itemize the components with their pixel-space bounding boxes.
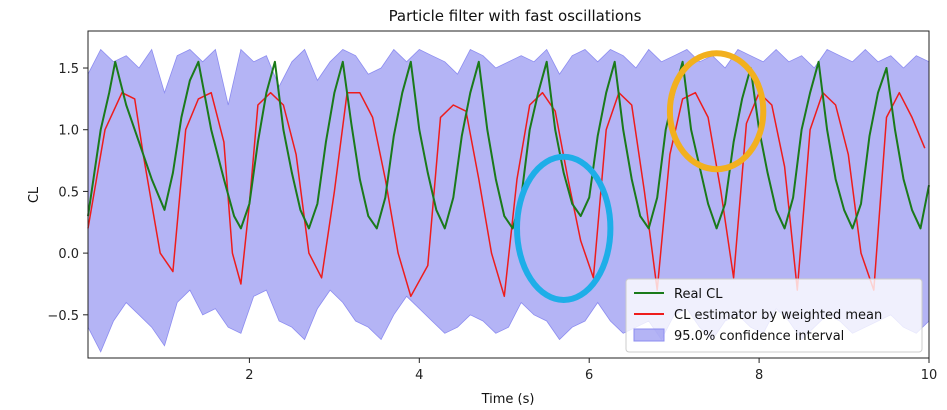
- y-tick-label: 0.0: [58, 247, 79, 262]
- x-tick-label: 4: [415, 368, 423, 383]
- legend: Real CL CL estimator by weighted mean 95.0…: [625, 278, 923, 353]
- estimator-line: [87, 91, 926, 298]
- highlight-ellipse-1: [666, 50, 767, 173]
- highlight-ellipse-2: [514, 153, 614, 303]
- chart-title: Particle filter with fast oscillations: [389, 7, 642, 25]
- y-axis-ticks: −0.5 0.0 0.5 1.0 1.5: [47, 62, 88, 324]
- y-tick-label: −0.5: [47, 309, 79, 324]
- estimator-line-layer: [87, 91, 926, 298]
- y-axis-label: CL: [27, 186, 42, 203]
- legend-label: CL estimator by weighted mean: [674, 308, 882, 323]
- legend-label: Real CL: [674, 287, 723, 302]
- x-tick-label: 8: [755, 368, 763, 383]
- x-axis-ticks: 2 4 6 8 10: [245, 358, 937, 383]
- legend-box: [625, 278, 923, 353]
- x-tick-label: 6: [585, 368, 593, 383]
- axes-frame: [87, 30, 930, 359]
- legend-label: 95.0% confidence interval: [674, 329, 844, 344]
- y-tick-label: 1.5: [58, 62, 79, 77]
- y-tick-label: 1.0: [58, 124, 79, 139]
- y-tick-label: 0.5: [58, 185, 79, 200]
- x-axis-label: Time (s): [481, 392, 535, 407]
- x-tick-label: 10: [921, 368, 938, 383]
- legend-swatch: [633, 328, 665, 342]
- annotation-layer: [514, 50, 767, 303]
- plot-area: [87, 48, 930, 353]
- x-tick-label: 2: [245, 368, 253, 383]
